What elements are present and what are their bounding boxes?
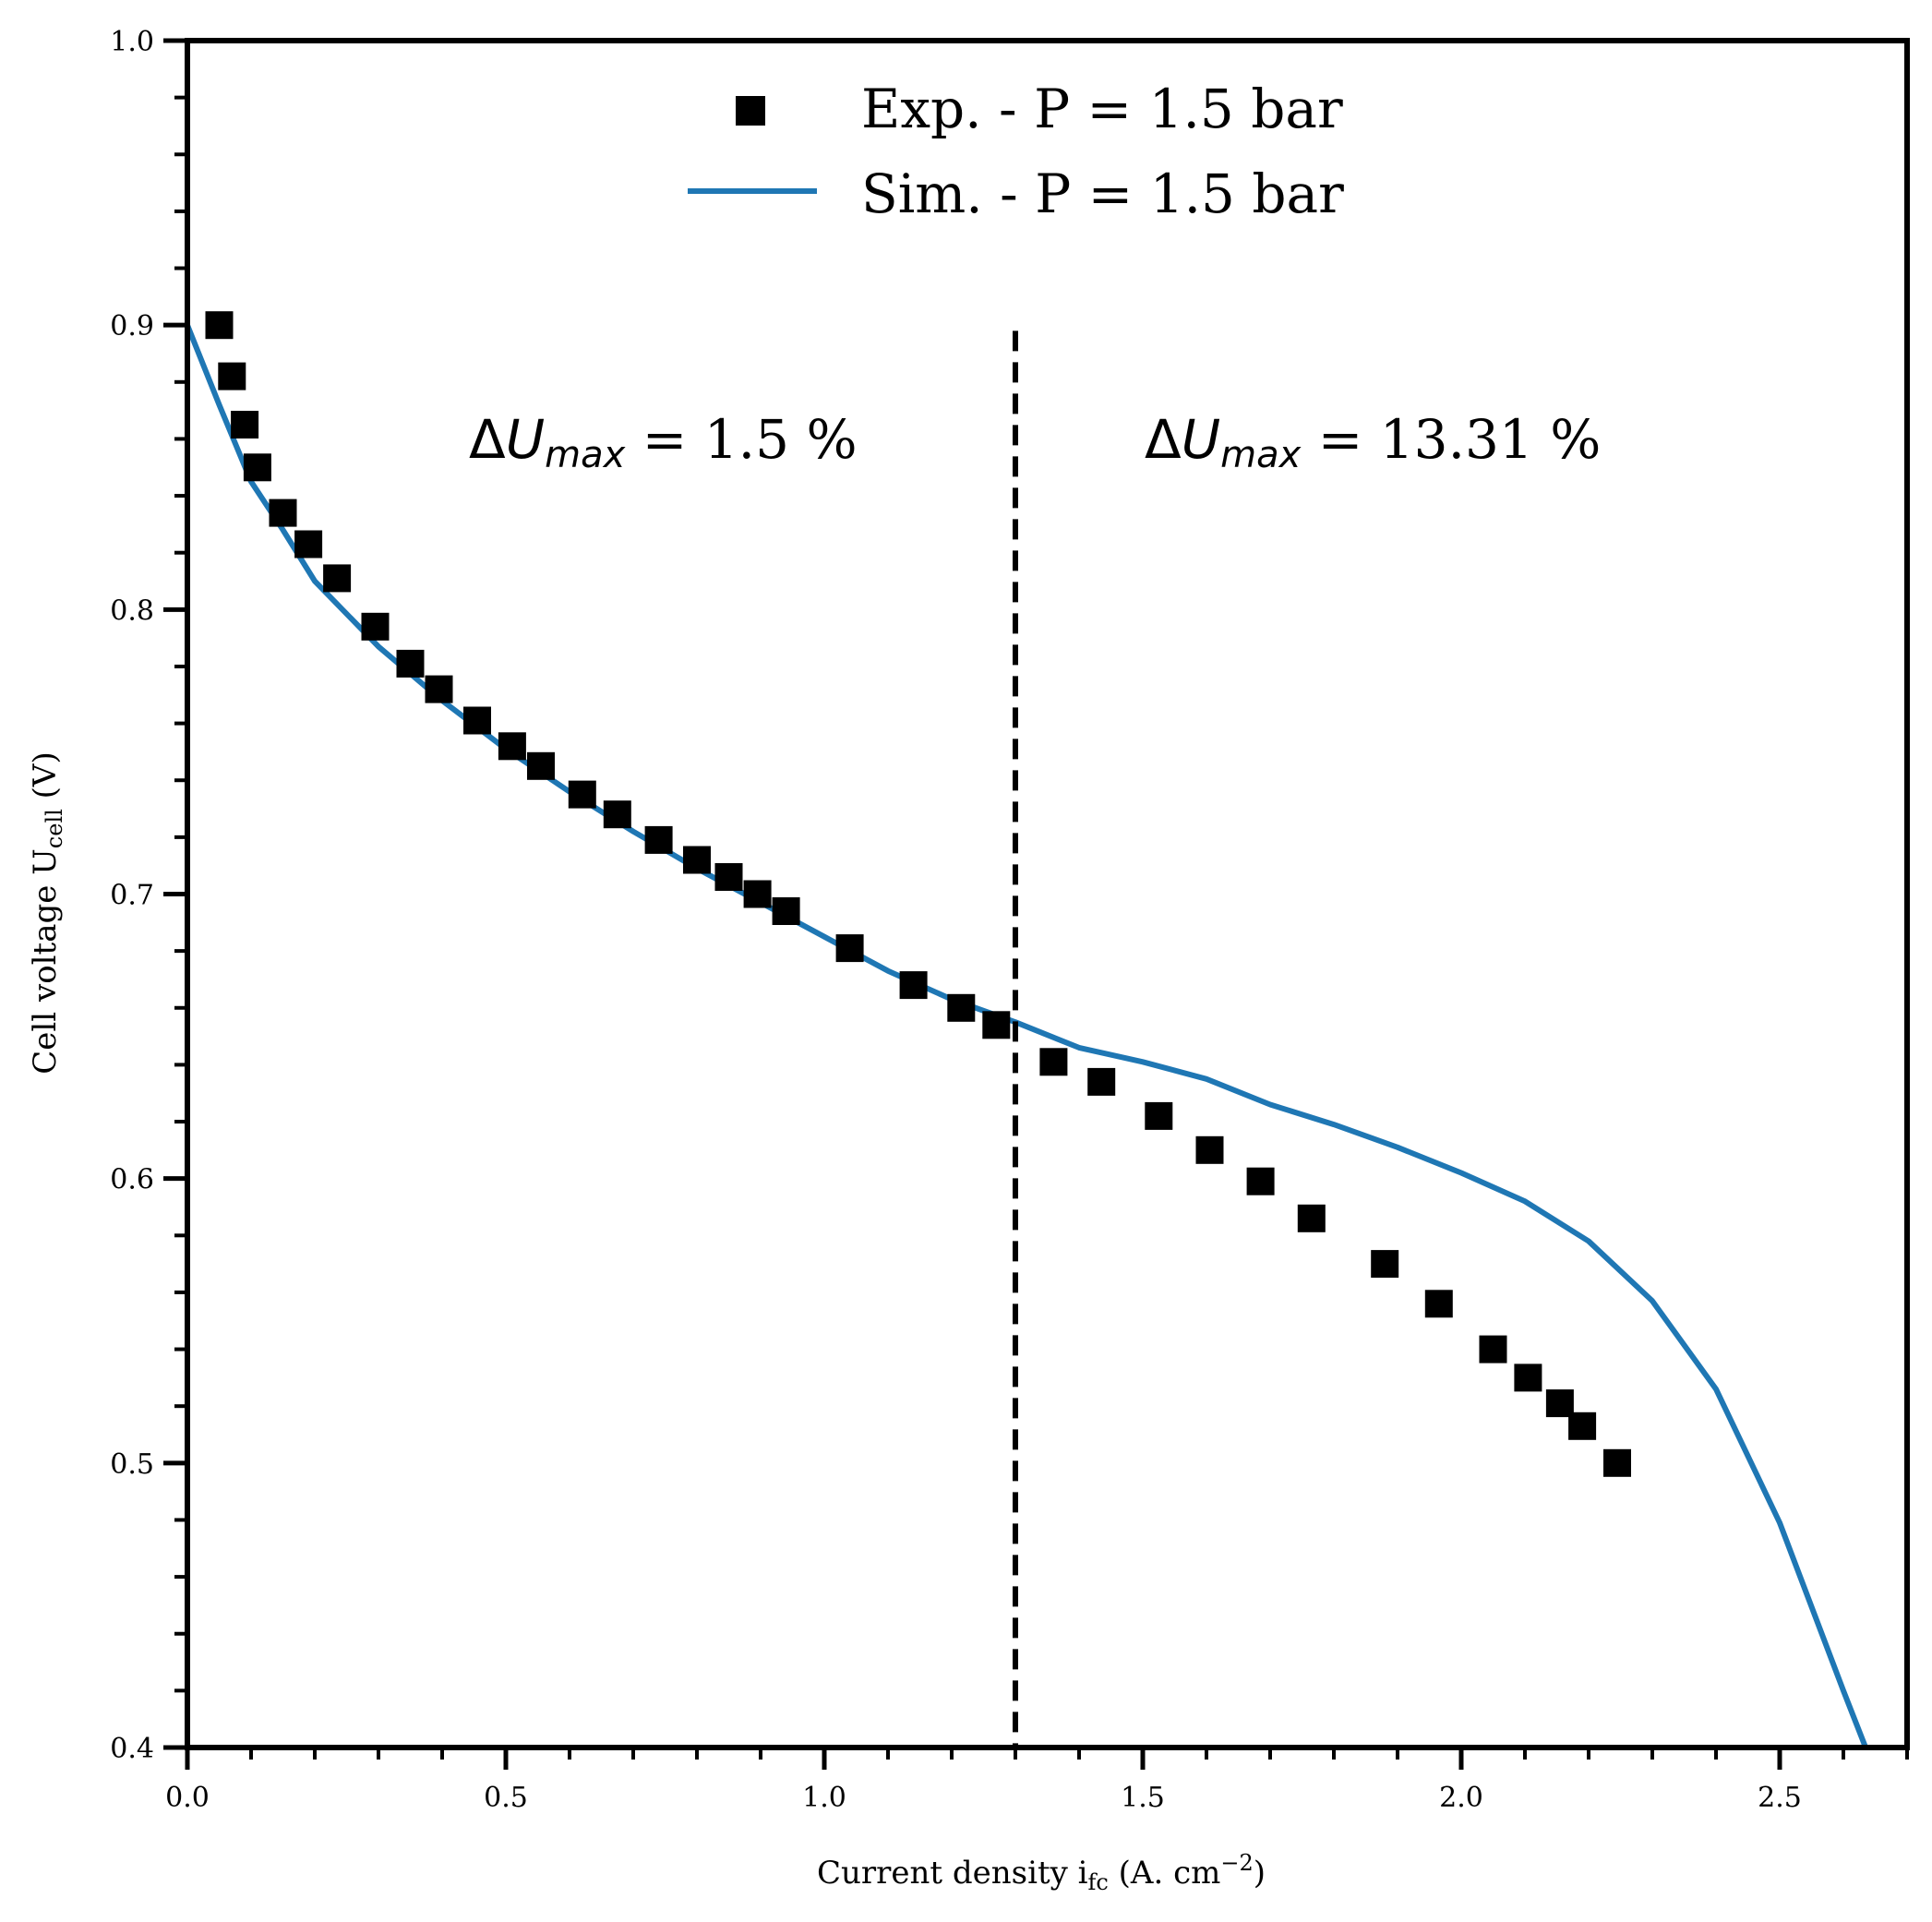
- annotation-right-value: = 13.31 %: [1301, 408, 1601, 471]
- x-tick-label: 0.0: [165, 1782, 210, 1814]
- y-tick-label: 0.9: [110, 310, 154, 342]
- exp-data-point: [603, 800, 631, 829]
- x-axis-label-close: ): [1254, 1855, 1266, 1892]
- exp-data-point: [205, 311, 234, 340]
- annotation-left-symbol: U: [506, 408, 545, 471]
- annotation-right-subscript: max: [1220, 434, 1301, 476]
- exp-data-point: [323, 564, 352, 593]
- exp-data-point: [425, 675, 453, 703]
- exp-data-point: [1145, 1101, 1173, 1130]
- x-axis-label-sup: −2: [1220, 1850, 1253, 1876]
- annotation-right-symbol: U: [1182, 408, 1220, 471]
- exp-data-point: [1514, 1363, 1542, 1392]
- y-tick-label: 0.7: [110, 880, 154, 912]
- y-tick-label: 0.4: [110, 1733, 154, 1765]
- annotation-left-delta: Δ: [469, 408, 506, 471]
- exp-data-point: [527, 751, 555, 780]
- exp-data-point: [498, 732, 526, 761]
- annotation-left: ΔUmax = 1.5 %: [469, 408, 858, 476]
- exp-data-point: [231, 411, 259, 438]
- annotation-right: ΔUmax = 13.31 %: [1145, 408, 1601, 476]
- exp-data-point: [1195, 1135, 1224, 1164]
- exp-data-point: [1424, 1290, 1453, 1318]
- x-axis-label-sub: fc: [1088, 1869, 1109, 1895]
- exp-data-point: [947, 993, 976, 1022]
- exp-data-point: [361, 612, 390, 641]
- exp-data-point: [899, 971, 928, 1000]
- exp-data-point: [1087, 1067, 1116, 1096]
- y-axis-label-units: (V): [27, 751, 64, 809]
- exp-data-point: [835, 934, 864, 963]
- annotation-left-subscript: max: [545, 434, 625, 476]
- exp-data-point: [396, 649, 425, 678]
- annotation-right-delta: Δ: [1145, 408, 1182, 471]
- x-tick-label: 1.5: [1121, 1782, 1165, 1814]
- y-axis-label: Cell voltage Ucell (V): [27, 751, 67, 1074]
- y-axis-label-main: Cell voltage U: [27, 848, 64, 1075]
- exp-data-point: [294, 530, 323, 559]
- exp-data-point: [1371, 1250, 1399, 1279]
- exp-data-point: [269, 499, 297, 527]
- exp-data-point: [982, 1011, 1011, 1039]
- x-axis-label-main: Current density i: [817, 1855, 1088, 1892]
- legend-exp-label: Exp. - P = 1.5 bar: [861, 78, 1343, 140]
- exp-data-point: [1603, 1448, 1631, 1477]
- exp-data-point: [463, 706, 491, 735]
- exp-data-point: [243, 453, 271, 482]
- y-tick-label: 0.8: [110, 595, 154, 627]
- exp-data-point: [218, 362, 246, 390]
- x-tick-label: 2.0: [1439, 1782, 1483, 1814]
- exp-data-point: [1568, 1411, 1597, 1440]
- tick-labels-group: 0.0 0.5 1.0 1.5 2.0 2.5 0.4 0.5 0.6 0.7 0.8 0.9 1.0: [110, 26, 1802, 1814]
- exp-data-point: [743, 880, 772, 908]
- axes-frame: [185, 38, 1910, 1750]
- x-tick-label: 0.5: [484, 1782, 528, 1814]
- legend-exp-marker: [736, 96, 765, 126]
- exp-data-point: [1479, 1335, 1507, 1363]
- exp-data-point: [1297, 1204, 1326, 1232]
- legend-sim-label: Sim. - P = 1.5 bar: [861, 162, 1344, 225]
- exp-data-point: [683, 846, 711, 874]
- x-tick-label: 1.0: [802, 1782, 846, 1814]
- x-tick-label: 2.5: [1758, 1782, 1802, 1814]
- annotation-left-value: = 1.5 %: [625, 408, 857, 471]
- exp-series-group: [205, 311, 1631, 1477]
- x-axis-label: Current density ifc (A. cm−2): [817, 1850, 1266, 1895]
- exp-data-point: [714, 863, 743, 891]
- exp-data-point: [568, 780, 596, 809]
- exp-data-point: [1039, 1048, 1068, 1076]
- x-axis-label-units: (A. cm: [1109, 1855, 1221, 1892]
- exp-data-point: [644, 825, 673, 854]
- exp-data-point: [1246, 1167, 1275, 1195]
- y-tick-label: 1.0: [110, 26, 154, 58]
- legend: Exp. - P = 1.5 bar Sim. - P = 1.5 bar: [688, 78, 1344, 225]
- y-axis-label-sub: cell: [42, 809, 67, 848]
- y-tick-label: 0.6: [110, 1164, 154, 1196]
- exp-data-point: [772, 897, 800, 925]
- y-tick-label: 0.5: [110, 1448, 154, 1481]
